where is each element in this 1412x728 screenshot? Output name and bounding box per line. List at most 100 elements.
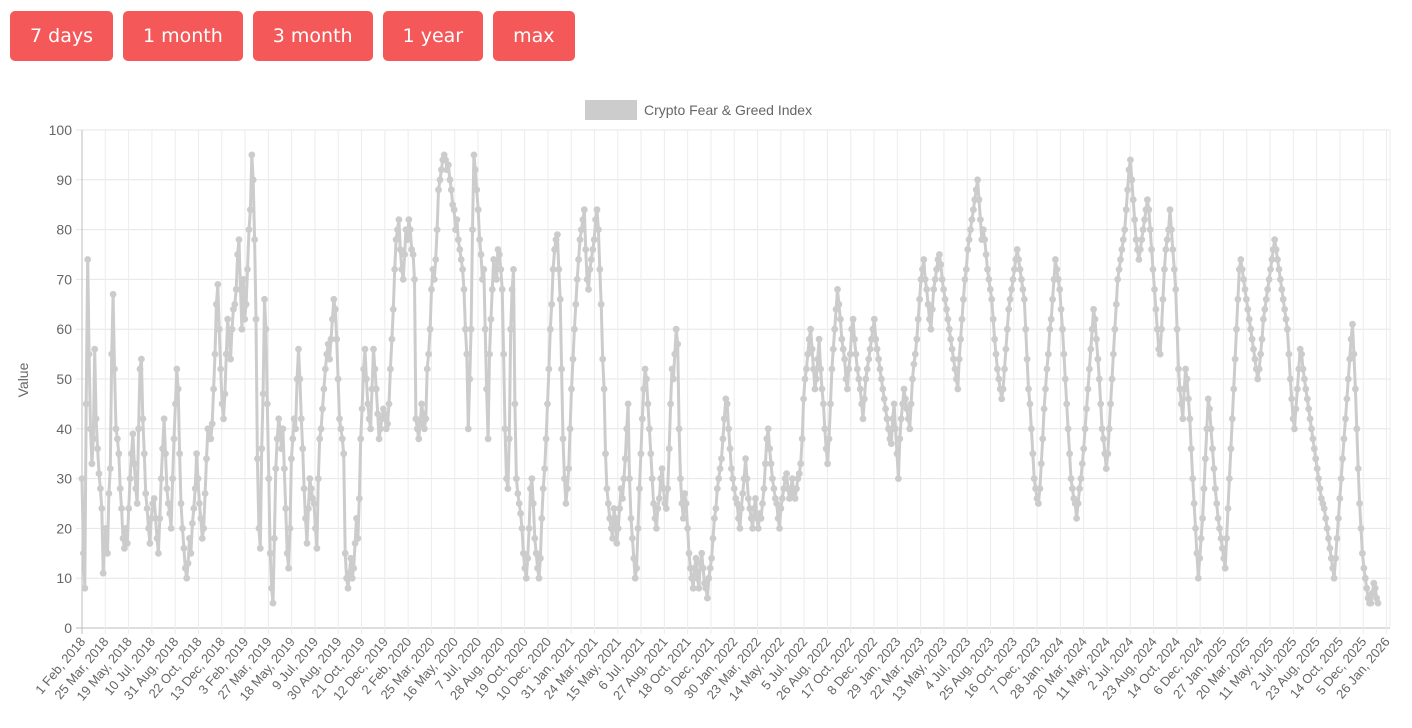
data-point[interactable] (778, 495, 786, 502)
data-point[interactable] (911, 350, 919, 358)
data-point[interactable] (1172, 286, 1180, 293)
data-point[interactable] (822, 445, 830, 453)
data-point[interactable] (256, 544, 264, 552)
data-point[interactable] (102, 525, 110, 532)
data-point[interactable] (394, 226, 401, 234)
data-point[interactable] (1043, 365, 1051, 373)
data-point[interactable] (1029, 450, 1037, 458)
data-point[interactable] (953, 375, 960, 383)
data-point[interactable] (416, 420, 424, 428)
data-point[interactable] (892, 425, 899, 433)
data-point[interactable] (1144, 196, 1151, 204)
data-point[interactable] (1049, 295, 1056, 303)
data-point[interactable] (851, 335, 858, 343)
data-point[interactable] (814, 355, 822, 363)
data-point[interactable] (1279, 295, 1287, 303)
data-point[interactable] (670, 375, 677, 383)
data-point[interactable] (1316, 485, 1324, 492)
data-point[interactable] (711, 515, 718, 522)
data-point[interactable] (361, 345, 369, 353)
data-point[interactable] (1257, 350, 1264, 358)
data-point[interactable] (742, 455, 749, 463)
data-point[interactable] (341, 549, 349, 557)
data-point[interactable] (723, 400, 731, 408)
data-point[interactable] (958, 315, 966, 323)
data-point[interactable] (447, 186, 455, 194)
data-point[interactable] (970, 206, 977, 214)
data-point[interactable] (783, 470, 790, 477)
data-point[interactable] (1278, 286, 1286, 293)
data-point[interactable] (507, 325, 515, 333)
data-point[interactable] (654, 505, 662, 512)
data-point[interactable] (297, 415, 305, 423)
data-point[interactable] (999, 385, 1007, 393)
data-point[interactable] (1076, 485, 1083, 492)
data-point[interactable] (739, 490, 747, 497)
data-point[interactable] (715, 475, 723, 482)
data-point[interactable] (893, 450, 901, 458)
data-point[interactable] (524, 554, 532, 562)
data-point[interactable] (531, 535, 539, 542)
data-point[interactable] (677, 475, 684, 482)
data-point[interactable] (1309, 435, 1317, 443)
data-point[interactable] (1245, 315, 1253, 323)
data-point[interactable] (1213, 500, 1221, 507)
data-point[interactable] (921, 276, 929, 283)
data-point[interactable] (338, 435, 346, 443)
data-point[interactable] (479, 276, 486, 283)
range-1-month-button[interactable]: 1 month (122, 11, 243, 61)
data-point[interactable] (1299, 365, 1307, 373)
data-point[interactable] (528, 475, 536, 482)
data-point[interactable] (1030, 475, 1038, 482)
data-point[interactable] (1047, 315, 1055, 323)
data-point[interactable] (712, 505, 720, 512)
data-point[interactable] (1118, 246, 1126, 253)
data-point[interactable] (1312, 455, 1320, 463)
data-point[interactable] (136, 365, 144, 373)
data-point[interactable] (774, 515, 782, 522)
data-point[interactable] (191, 485, 199, 492)
data-point[interactable] (545, 365, 553, 373)
data-point[interactable] (759, 500, 766, 507)
data-point[interactable] (104, 549, 111, 557)
range-3-month-button[interactable]: 3 month (252, 11, 373, 61)
data-point[interactable] (559, 435, 567, 443)
data-point[interactable] (200, 525, 208, 532)
data-point[interactable] (1040, 405, 1048, 413)
data-point[interactable] (556, 295, 564, 303)
data-point[interactable] (589, 246, 597, 253)
data-point[interactable] (235, 236, 243, 244)
data-point[interactable] (587, 256, 595, 263)
data-point[interactable] (538, 515, 546, 522)
data-point[interactable] (167, 525, 175, 532)
data-point[interactable] (1220, 554, 1228, 562)
data-point[interactable] (374, 410, 382, 418)
data-point[interactable] (1002, 345, 1010, 353)
data-point[interactable] (337, 425, 345, 433)
data-point[interactable] (965, 236, 973, 244)
data-point[interactable] (1332, 554, 1339, 562)
data-point[interactable] (203, 455, 210, 463)
data-point[interactable] (1221, 564, 1229, 572)
data-point[interactable] (252, 315, 260, 323)
data-point[interactable] (1108, 375, 1116, 383)
data-point[interactable] (378, 415, 386, 423)
data-point[interactable] (769, 475, 776, 482)
data-point[interactable] (896, 435, 904, 443)
data-point[interactable] (629, 535, 636, 542)
data-point[interactable] (307, 485, 315, 492)
data-point[interactable] (399, 276, 407, 283)
data-point[interactable] (116, 485, 124, 492)
data-point[interactable] (865, 355, 873, 363)
data-point[interactable] (1227, 445, 1235, 453)
data-point[interactable] (278, 445, 285, 453)
data-point[interactable] (172, 400, 179, 408)
data-point[interactable] (1223, 535, 1230, 542)
data-point[interactable] (844, 385, 851, 393)
data-point[interactable] (1282, 315, 1290, 323)
data-point[interactable] (1192, 525, 1199, 532)
data-point[interactable] (228, 325, 236, 333)
data-point[interactable] (1285, 350, 1293, 358)
data-point[interactable] (1281, 305, 1288, 313)
data-point[interactable] (982, 251, 990, 258)
